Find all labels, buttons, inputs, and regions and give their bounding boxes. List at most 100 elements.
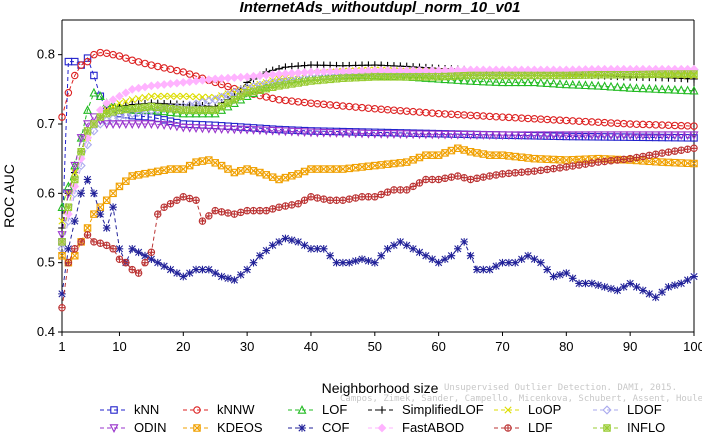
data-point bbox=[536, 258, 545, 267]
data-point bbox=[121, 88, 131, 98]
data-point bbox=[581, 160, 590, 168]
data-point bbox=[70, 182, 80, 191]
data-point bbox=[154, 92, 162, 100]
data-point bbox=[644, 83, 654, 93]
data-point bbox=[561, 79, 571, 89]
data-point bbox=[371, 258, 379, 267]
data-point bbox=[211, 269, 220, 277]
data-point bbox=[415, 179, 424, 187]
data-point bbox=[268, 126, 278, 136]
data-point bbox=[351, 73, 360, 82]
data-point bbox=[262, 171, 271, 179]
legend-label: ODIN bbox=[134, 420, 167, 434]
data-point bbox=[178, 123, 188, 133]
series-lof bbox=[57, 70, 699, 211]
data-point bbox=[530, 255, 539, 263]
data-point bbox=[281, 81, 290, 89]
data-point bbox=[115, 255, 124, 263]
data-point bbox=[211, 206, 219, 215]
data-point bbox=[256, 206, 264, 215]
data-point bbox=[677, 279, 686, 288]
data-point bbox=[555, 131, 565, 141]
data-point bbox=[619, 131, 629, 141]
data-point bbox=[651, 293, 660, 302]
data-point bbox=[408, 130, 418, 140]
data-point bbox=[154, 210, 162, 218]
data-point bbox=[485, 131, 495, 140]
data-point bbox=[676, 131, 686, 141]
data-point bbox=[345, 195, 354, 203]
data-point bbox=[517, 255, 526, 263]
data-point bbox=[364, 257, 373, 265]
data-point bbox=[651, 150, 660, 158]
data-point bbox=[497, 131, 507, 141]
data-point bbox=[485, 76, 495, 86]
data-point bbox=[562, 163, 571, 171]
data-point bbox=[64, 245, 73, 253]
y-tick-label: 0.7 bbox=[37, 116, 55, 131]
data-point bbox=[466, 71, 475, 80]
data-point bbox=[396, 73, 405, 81]
data-point bbox=[561, 131, 571, 141]
data-point bbox=[651, 131, 661, 141]
data-point bbox=[568, 162, 577, 170]
data-point bbox=[249, 126, 259, 135]
data-point bbox=[217, 125, 227, 134]
data-point bbox=[517, 131, 527, 141]
data-point bbox=[677, 146, 685, 154]
data-point bbox=[128, 265, 136, 274]
data-point bbox=[95, 91, 105, 101]
legend-label: FastABOD bbox=[402, 420, 464, 434]
data-point bbox=[243, 165, 251, 173]
data-point bbox=[402, 130, 412, 140]
data-point bbox=[492, 262, 500, 270]
data-point bbox=[256, 251, 264, 260]
data-point bbox=[89, 87, 99, 97]
legend-label: LDOF bbox=[627, 402, 662, 417]
data-point bbox=[115, 245, 124, 253]
data-point bbox=[71, 251, 79, 260]
legend-marker bbox=[193, 406, 201, 414]
data-point bbox=[607, 71, 615, 79]
data-point bbox=[223, 90, 233, 100]
data-point bbox=[205, 265, 213, 274]
data-point bbox=[275, 238, 283, 246]
data-point bbox=[690, 122, 698, 130]
data-point bbox=[415, 248, 424, 257]
data-point bbox=[281, 234, 290, 243]
data-point bbox=[288, 236, 296, 244]
data-point bbox=[460, 71, 468, 80]
data-point bbox=[446, 130, 456, 140]
x-tick-label: 40 bbox=[304, 339, 318, 354]
data-point bbox=[575, 71, 583, 79]
legend-item: KDEOS bbox=[183, 420, 263, 434]
data-point bbox=[549, 164, 558, 173]
data-point bbox=[517, 168, 526, 177]
data-point bbox=[606, 131, 616, 141]
x-tick-label: 20 bbox=[176, 339, 190, 354]
data-point bbox=[64, 203, 73, 211]
data-point bbox=[90, 238, 98, 246]
data-point bbox=[89, 113, 99, 123]
data-point bbox=[115, 52, 124, 60]
data-point bbox=[307, 193, 315, 201]
data-point bbox=[613, 156, 622, 164]
data-point bbox=[128, 104, 136, 113]
data-point bbox=[638, 131, 648, 141]
legend-item: LDOF bbox=[593, 402, 662, 417]
data-point bbox=[402, 73, 411, 81]
data-point bbox=[71, 71, 79, 80]
data-point bbox=[236, 167, 245, 175]
data-point bbox=[409, 73, 417, 81]
data-point bbox=[434, 73, 443, 81]
legend-item: COF bbox=[288, 420, 350, 434]
data-point bbox=[441, 174, 449, 183]
data-point bbox=[543, 265, 551, 274]
y-tick-label: 0.5 bbox=[37, 255, 55, 270]
data-point bbox=[153, 258, 162, 267]
data-point bbox=[198, 217, 207, 225]
data-point bbox=[677, 70, 685, 78]
data-point bbox=[376, 130, 386, 139]
data-point bbox=[454, 172, 462, 180]
data-point bbox=[690, 272, 698, 281]
